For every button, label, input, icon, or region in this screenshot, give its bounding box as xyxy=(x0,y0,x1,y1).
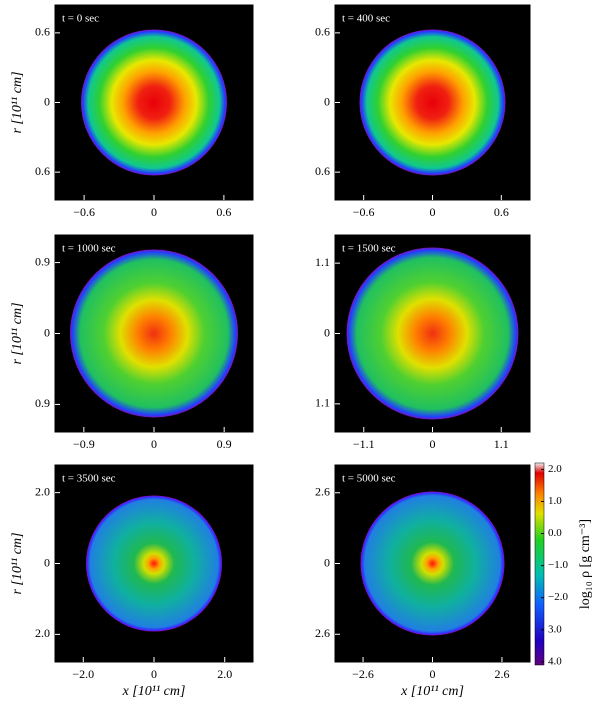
x-tick-label: 2.0 xyxy=(217,667,232,681)
colorbar-tick-label: 0.0 xyxy=(548,527,562,539)
density-blob xyxy=(81,29,227,176)
x-tick-label: −1.1 xyxy=(353,437,375,451)
x-tick-label: −2.0 xyxy=(72,667,94,681)
x-tick-label: 0 xyxy=(151,667,157,681)
x-tick-label: −0.6 xyxy=(73,205,95,219)
y-tick-label: 0.9 xyxy=(35,254,50,268)
density-blob xyxy=(346,247,519,420)
panel-title: t = 0 sec xyxy=(62,13,99,25)
y-axis-label: r [10¹¹ cm] xyxy=(10,302,25,364)
panel-title: t = 400 sec xyxy=(342,13,390,25)
density-blob xyxy=(360,491,505,636)
colorbar-tick-label: 3.0 xyxy=(548,623,562,635)
y-tick-label: 1.1 xyxy=(315,396,330,410)
y-axis-label: r [10¹¹ cm] xyxy=(10,71,25,133)
y-tick-label: 0.6 xyxy=(315,164,330,178)
x-tick-label: 0 xyxy=(151,205,157,219)
x-tick-label: 0 xyxy=(430,667,436,681)
density-blob xyxy=(359,29,506,176)
colorbar-tick-label: −2.0 xyxy=(548,591,568,603)
x-tick-label: −2.6 xyxy=(352,667,374,681)
y-tick-label: 1.1 xyxy=(315,255,330,269)
y-tick-label: 0 xyxy=(324,555,330,569)
x-axis-label: x [10¹¹ cm] xyxy=(122,684,186,699)
density-blob xyxy=(70,249,238,418)
panel-title: t = 3500 sec xyxy=(62,473,116,485)
colorbar-tick-label: 1.0 xyxy=(548,495,562,507)
x-tick-label: 2.6 xyxy=(494,667,509,681)
colorbar-label: log₁₀ ρ [g cm⁻³] xyxy=(578,519,593,609)
panel-title: t = 1500 sec xyxy=(342,243,396,255)
y-tick-label: 0.6 xyxy=(35,164,50,178)
x-tick-label: 0 xyxy=(430,437,436,451)
x-axis-label: x [10¹¹ cm] xyxy=(400,684,464,699)
y-tick-label: 2.6 xyxy=(315,485,330,499)
x-tick-label: 1.1 xyxy=(494,437,509,451)
y-axis-label: r [10¹¹ cm] xyxy=(10,532,25,594)
y-tick-label: 0.9 xyxy=(35,396,50,410)
x-tick-label: 0.9 xyxy=(217,437,232,451)
x-tick-label: −0.6 xyxy=(353,205,375,219)
y-tick-label: 0.6 xyxy=(35,25,50,39)
y-tick-label: 2.6 xyxy=(315,626,330,640)
y-tick-label: 0 xyxy=(44,325,50,339)
y-tick-label: 2.0 xyxy=(35,484,50,498)
panel-title: t = 5000 sec xyxy=(342,473,396,485)
colorbar-tick-label: 2.0 xyxy=(548,463,562,475)
y-tick-label: 0.6 xyxy=(315,25,330,39)
x-tick-label: 0 xyxy=(151,437,157,451)
y-tick-label: 0 xyxy=(44,94,50,108)
density-blob xyxy=(86,495,222,632)
x-tick-label: −0.9 xyxy=(73,437,95,451)
colorbar-tick-label: −1.0 xyxy=(548,559,568,571)
panel-title: t = 1000 sec xyxy=(62,243,116,255)
y-tick-label: 0 xyxy=(324,325,330,339)
colorbar-tick-label: 4.0 xyxy=(548,655,562,667)
colorbar xyxy=(534,462,545,666)
x-tick-label: 0.6 xyxy=(216,205,231,219)
y-tick-label: 0 xyxy=(324,94,330,108)
y-tick-label: 0 xyxy=(44,555,50,569)
x-tick-label: 0 xyxy=(430,205,436,219)
x-tick-label: 0.6 xyxy=(494,205,509,219)
y-tick-label: 2.0 xyxy=(35,626,50,640)
